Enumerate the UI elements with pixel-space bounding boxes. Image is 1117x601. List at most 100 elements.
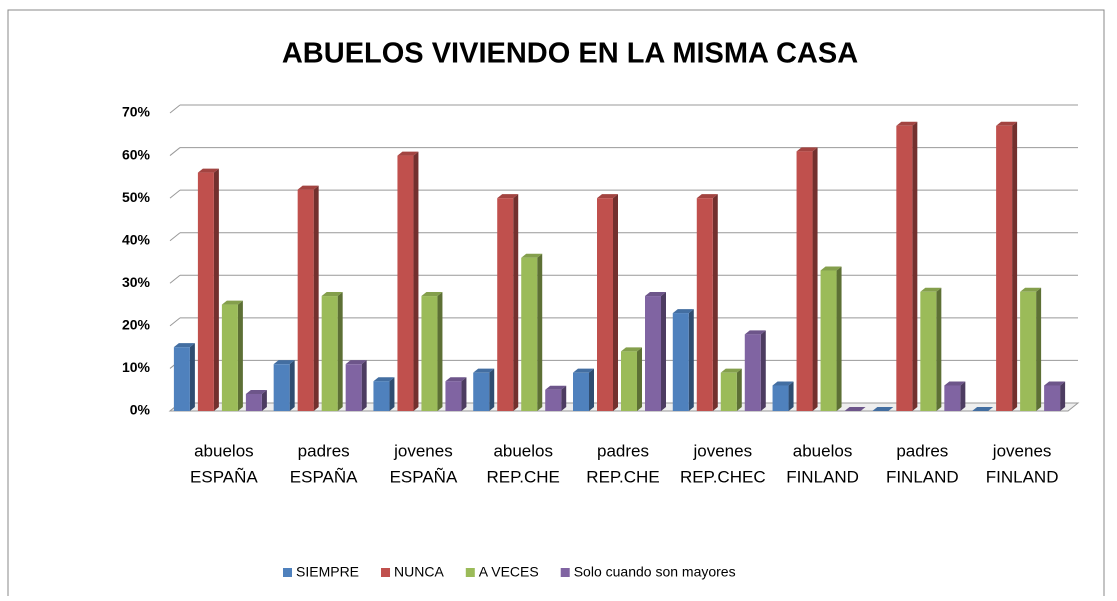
bar-front [672,313,689,411]
y-tick-label: 10% [122,359,151,375]
bar-top [996,121,1018,126]
bar-side [960,381,966,411]
bar-side [812,147,818,412]
bar-top [696,194,718,199]
bar-top [597,194,618,199]
bar [772,381,794,411]
bar-front [545,389,562,411]
x-tick-label: abuelos [194,441,254,460]
bar-side [313,185,319,411]
bar-front [996,125,1013,412]
grid-line-side [169,189,181,199]
bar-top [896,121,918,126]
bar [245,389,267,411]
x-tick-label: REP.CHEC [680,467,766,486]
bar [844,407,866,411]
x-tick-label: REP.CHE [586,467,659,486]
bar-top [173,343,195,348]
bar [497,194,519,411]
bar-top [744,330,766,335]
x-tick-label: jovenes [992,441,1052,460]
bar-side [337,292,343,411]
bar-front [473,372,490,411]
bar-side [189,343,195,411]
legend-label: A VECES [479,564,539,580]
bar-front [421,296,438,411]
legend-label: SIEMPRE [296,564,359,580]
bar-top [245,389,267,394]
bar [796,147,818,412]
bar-side [712,194,718,411]
bar [1020,287,1042,411]
grid-line-side [169,274,181,284]
bar-top [521,253,543,258]
bar-front [373,381,390,411]
bar-top [672,309,694,314]
x-tick-label: ESPAÑA [190,467,258,486]
y-tick-label: 30% [122,274,151,290]
bar-top [445,377,467,382]
x-tick-label: padres [597,441,649,460]
bar-side [389,377,395,411]
bar-side [237,300,243,411]
y-tick-label: 70% [122,104,151,120]
legend-swatch [560,568,570,577]
bar [896,121,918,412]
bar [621,347,642,411]
bar-side [1060,381,1066,411]
bar-side [537,253,543,411]
bar-front [173,347,190,411]
grid-line-side [169,232,181,242]
bar-front [820,270,837,411]
bar-top [872,407,894,411]
y-tick-label: 60% [122,146,151,162]
bar-top [497,194,519,199]
bar-front [273,364,290,411]
bar-front [796,151,813,412]
bar-front [1020,291,1037,411]
bar-side [1012,121,1018,412]
bar [820,266,842,411]
bar-top [920,287,942,292]
grid-line-side [169,104,181,114]
bar-front [345,364,362,411]
x-tick-label: FINLAND [786,467,859,486]
legend-swatch [381,568,391,577]
bar-side [760,330,766,411]
legend-label: Solo cuando son mayores [574,564,736,580]
bar [221,300,243,411]
x-tick-label: padres [896,441,948,460]
bar-front [297,189,314,411]
bar-top [944,381,966,386]
bar-front [573,372,589,411]
bar-front [720,372,737,411]
bar [173,343,195,411]
bar [720,368,742,411]
bar-top [297,185,319,190]
bar-side [836,266,842,411]
bar [972,407,994,411]
legend-swatch [465,568,475,577]
bar-top [473,368,495,373]
bar-side [589,368,594,411]
bar-top [820,266,842,271]
bar-front [321,296,338,411]
bar [397,151,419,412]
bar-top [844,407,866,411]
bar [321,292,343,411]
bar-side [461,377,467,411]
bar-top [345,360,367,365]
bar [521,253,543,411]
bar-top [1020,287,1042,292]
bar-top [273,360,295,365]
x-tick-label: FINLAND [886,467,959,486]
y-tick-label: 40% [122,231,151,247]
bar-top [321,292,343,297]
bar [445,377,467,411]
bar-top [621,347,642,352]
bar-top [545,385,567,390]
bar [696,194,718,411]
bar-front [221,304,238,411]
bar [597,194,618,411]
